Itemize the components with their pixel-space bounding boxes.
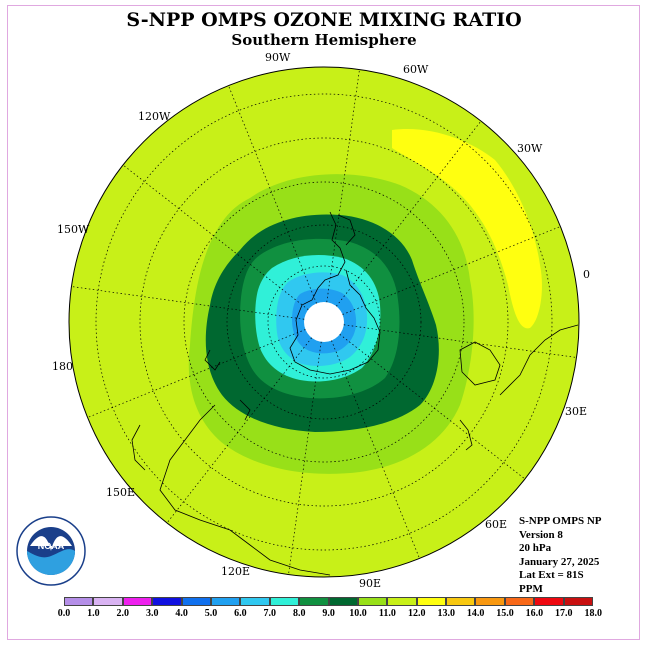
colorbar-tick-label: 1.0 (87, 608, 100, 619)
colorbar-tick-label: 17.0 (555, 608, 573, 619)
colorbar-swatch (563, 597, 594, 606)
meridian-line (342, 226, 561, 315)
colorbar-swatch (446, 597, 476, 606)
colorbar-swatch (240, 597, 270, 606)
meridian-line (288, 341, 322, 575)
colorbar-swatch (93, 597, 123, 606)
colorbar-tick-label: 3.0 (145, 608, 159, 619)
map-title: S-NPP OMPS OZONE MIXING RATIO (126, 9, 522, 31)
colorbar-tick-label: 9.0 (322, 608, 335, 619)
meridian-line (336, 120, 482, 307)
pole-hole (304, 302, 344, 342)
colorbar-tick-label: 18.0 (584, 608, 602, 619)
lon-label-90e: 90E (359, 577, 382, 590)
lon-label-60e: 60E (485, 518, 508, 531)
colorbar-tick-label: 16.0 (525, 608, 544, 619)
meridian-line (71, 286, 305, 320)
colorbar-swatch (181, 597, 211, 606)
meridian-line (339, 334, 526, 480)
colorbar-tick-label: 11.0 (378, 608, 396, 619)
colorbar-tick-label: 7.0 (263, 608, 277, 619)
colorbar-tick-label: 15.0 (496, 608, 514, 619)
meridian-lines (71, 69, 577, 575)
colorbar-swatch (328, 597, 358, 606)
colorbar-swatch (357, 597, 388, 606)
graticule (95, 93, 553, 551)
colorbar (64, 597, 594, 607)
meridian-line (331, 340, 420, 559)
lon-label-120w: 120W (138, 110, 171, 123)
meridian-line (87, 329, 306, 418)
info-version: Version 8 (519, 528, 563, 541)
colorbar-tick-label: 4.0 (175, 608, 188, 619)
info-lat-ext: Lat Ext = 81S (519, 569, 584, 581)
colorbar-tick-label: 13.0 (437, 608, 455, 619)
colorbar-ticks: 0.0 1.0 2.0 3.0 4.0 5.0 6.0 7.0 8.0 9.0 10.0 11.0 12… (0, 608, 648, 622)
colorbar-tick-label: 14.0 (466, 608, 485, 619)
plot-frame (7, 5, 640, 640)
lon-label-180: 180 (52, 360, 73, 373)
colorbar-tick-label: 0.0 (57, 608, 71, 619)
colorbar-swatch (299, 597, 329, 606)
noaa-logo: NOAA (16, 516, 86, 586)
lon-label-150e: 150E (106, 486, 136, 499)
meridian-line (343, 324, 577, 358)
colorbar-swatch (387, 597, 417, 606)
meridian-line (326, 69, 360, 303)
field-high-region (392, 129, 542, 329)
lon-label-60w: 60W (403, 63, 429, 76)
lon-label-30e: 30E (565, 405, 588, 418)
colorbar-tick-label: 10.0 (349, 608, 367, 619)
lon-label-0: 0 (583, 268, 590, 281)
lon-label-30w: 30W (517, 142, 543, 155)
colorbar-swatch (64, 597, 94, 606)
colorbar-swatch (534, 597, 564, 606)
colorbar-tick-label: 12.0 (408, 608, 426, 619)
colorbar-tick-label: 2.0 (116, 608, 130, 619)
info-date: January 27, 2025 (519, 555, 600, 568)
colorbar-tick-label: 5.0 (204, 608, 218, 619)
colorbar-swatch (475, 597, 505, 606)
lon-label-120e: 120E (221, 565, 251, 578)
colorbar-swatch (152, 597, 182, 606)
info-level: 20 hPa (519, 542, 552, 554)
colorbar-tick-label: 6.0 (234, 608, 247, 619)
colorbar-swatch (122, 597, 153, 606)
colorbar-tick-label: 8.0 (292, 608, 306, 619)
map-subtitle: Southern Hemisphere (231, 31, 417, 49)
colorbar-swatch (504, 597, 535, 606)
info-units: PPM (519, 582, 543, 595)
map-boundary (68, 66, 580, 578)
noaa-logo-text: NOAA (38, 541, 65, 551)
meridian-line (228, 85, 317, 304)
colorbar-swatch (210, 597, 241, 606)
lon-label-90w: 90W (265, 51, 291, 64)
coastlines (131, 211, 579, 576)
colorbar-swatch (416, 597, 447, 606)
info-block: S-NPP OMPS NP Version 8 20 hPa January 2… (519, 515, 602, 596)
colorbar-swatch (269, 597, 300, 606)
lon-label-150w: 150W (57, 223, 90, 236)
info-instrument: S-NPP OMPS NP (519, 515, 602, 527)
